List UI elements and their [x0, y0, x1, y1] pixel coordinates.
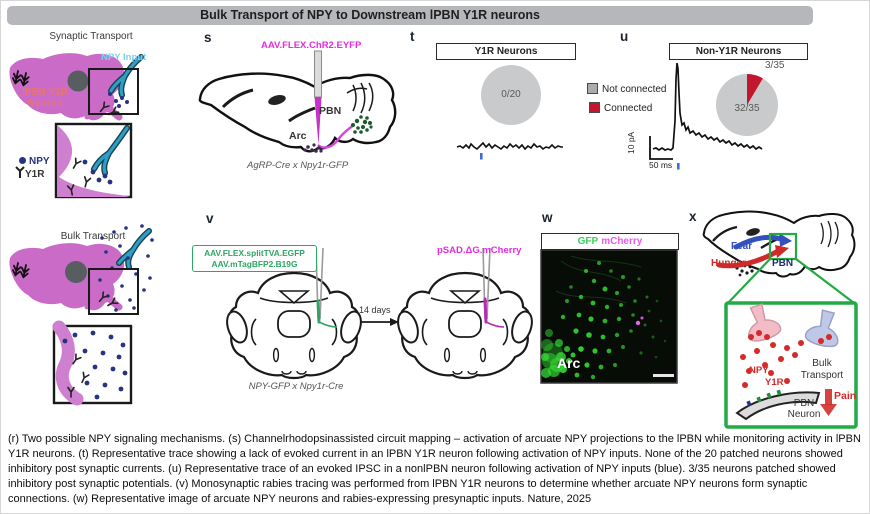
ipsc-trace: [652, 62, 763, 152]
gfp-cells: [541, 261, 667, 380]
scale-bars: [649, 136, 673, 160]
npy-axon: [109, 55, 143, 97]
rabies-virus-label: pSAD.ΔG.mCherry: [437, 245, 522, 256]
arc-label-w: Arc: [557, 355, 581, 371]
mcherry-cell: [635, 320, 641, 326]
micrograph-header: GFP mCherry: [541, 233, 679, 250]
inset-pbn-neuron-label: PBN Neuron: [787, 398, 821, 420]
nucleus: [67, 70, 89, 92]
npy-release-dots: [740, 330, 832, 388]
genotype-s: AgRP-Cre x Npy1r-GFP: [247, 160, 349, 171]
figure-caption: (r) Two possible NPY signaling mechanism…: [8, 433, 861, 505]
legend-npy-row: NPY: [19, 156, 50, 167]
inset-connector-lines: [727, 258, 855, 304]
not-connected-label: Not connected: [602, 84, 667, 95]
npy-dot-icon: [19, 157, 26, 164]
bulk-zoom-inset: [52, 320, 133, 406]
synaptic-transport-diagram: [9, 53, 144, 121]
genotype-v: NPY-GFP x Npy1r-Cre: [248, 381, 344, 392]
chr2-virus-label: AAV.FLEX.ChR2.EYFP: [261, 40, 362, 51]
panel-letter-t: t: [410, 29, 415, 44]
figure-title: Bulk Transport of NPY to Downstream lPBN…: [7, 6, 813, 25]
scale-bar: [653, 374, 674, 377]
arc-label-s: Arc: [289, 130, 307, 142]
panel-letter-x: x: [689, 209, 697, 224]
legend-y1r-label: Y1R: [25, 169, 45, 180]
not-connected-swatch: [587, 83, 598, 94]
pbn-label-s: PBN: [319, 105, 342, 117]
y1r-receptor-icon: [15, 166, 25, 178]
legend-y1r-row: Y1R: [15, 166, 44, 180]
panel-x-brain: [702, 210, 856, 304]
hunger-pathway-arrow: [716, 248, 781, 269]
lpbn-y1r-neuron-label: lPBN Y1R Neuron: [22, 87, 68, 109]
nucleus: [65, 261, 87, 283]
virus-line1: AAV.FLEX.splitTVA.EGFP: [204, 248, 305, 258]
gfp-label: GFP: [577, 236, 599, 247]
panel-letter-w: w: [542, 210, 553, 225]
light-stim-tick: [677, 163, 680, 170]
panel-u-chart: [649, 62, 778, 170]
npy-input-label: NPY Input: [101, 52, 147, 63]
arc-to-pbn-projection: [317, 124, 355, 149]
sagittal-brain-s: [198, 50, 397, 153]
pain-arrow: [825, 389, 832, 405]
synaptic-transport-heading: Synaptic Transport: [49, 31, 133, 42]
non-y1r-neurons-header: Non-Y1R Neurons: [669, 43, 808, 60]
bulk-inset-frame: [88, 268, 139, 315]
connected-label: Connected: [604, 103, 653, 114]
inset-pain-label: Pain: [834, 390, 857, 402]
panel-letter-u: u: [620, 29, 629, 44]
y1r-neurons-header: Y1R Neurons: [436, 43, 576, 60]
injection-pipette: [314, 50, 322, 98]
scale-50ms: 50 ms: [649, 160, 673, 170]
panel-v-brains: [222, 247, 537, 380]
inset-bulk-transport-label: Bulk Transport: [800, 358, 844, 381]
y1r-trace: [456, 141, 563, 151]
tva-virus-box: AAV.FLEX.splitTVA.EGFP AAV.mTagBFP2.B19G: [192, 245, 317, 272]
pie-u-connected-value: 3/35: [765, 60, 785, 71]
pbn-label-x: PBN: [772, 258, 794, 269]
panel-letter-s: s: [204, 30, 212, 45]
fear-label: Fear: [731, 241, 753, 252]
synaptic-zoom-inset: [54, 122, 133, 199]
bulk-transport-heading: Bulk Transport: [60, 231, 126, 242]
scale-10pa: 10 pA: [626, 131, 636, 154]
connected-swatch: [589, 102, 600, 113]
pbn-gfp-cluster: [351, 115, 373, 134]
pie-t-value: 0/20: [501, 89, 521, 100]
inset-npy-label: NPY: [749, 365, 769, 376]
bulk-transport-inset: [724, 300, 858, 429]
panel-t-chart: [456, 65, 563, 160]
arc-cluster: [303, 143, 323, 153]
synaptic-inset-frame: [88, 68, 139, 115]
arc-dots: [735, 264, 754, 277]
pie-connected-slice: [747, 74, 763, 105]
pie-u-not-connected-value: 32/35: [734, 103, 760, 114]
pbn-highlight-box: [768, 232, 798, 261]
bulk-transport-diagram: [9, 224, 154, 315]
pie-y1r: [481, 65, 541, 125]
fear-pathway-arrow: [733, 234, 784, 250]
micrograph: [540, 249, 678, 384]
interval-label: 14 days: [359, 305, 391, 315]
mcherry-label: mCherry: [601, 236, 643, 247]
light-stim-tick: [480, 153, 483, 160]
virus-line2: AAV.mTagBFP2.B19G: [211, 258, 298, 269]
hunger-label: Hunger: [711, 258, 746, 269]
inset-y1r-label: Y1R: [765, 377, 784, 388]
legend-npy-label: NPY: [29, 156, 50, 167]
panel-letter-v: v: [206, 211, 214, 226]
